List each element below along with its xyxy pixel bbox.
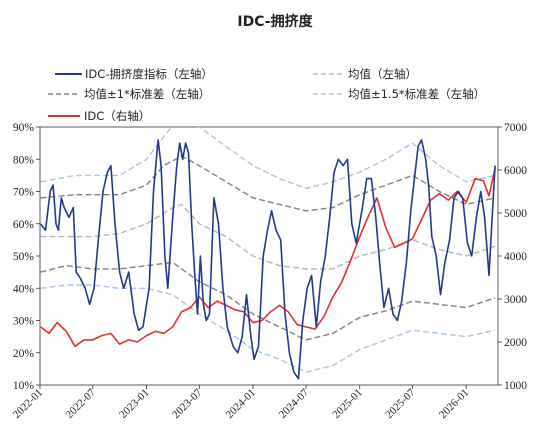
legend: IDC-拥挤度指标（左轴） 均值（左轴） 均值±1*标准差（左轴） 均值±1.5…	[48, 67, 485, 123]
legend-item-sd1: 均值±1*标准差（左轴）	[48, 87, 210, 101]
x-axis: 2022-01 2022-07 2023-01 2023-07 2024-01 2024-…	[11, 385, 471, 421]
series-layer	[40, 127, 496, 380]
left-tick-label: 40%	[13, 283, 35, 295]
x-tick-label: 2026-01	[437, 387, 471, 421]
x-tick-label: 2025-01	[330, 387, 364, 421]
legend-label-sd15: 均值±1.5*标准差（左轴）	[348, 87, 485, 101]
legend-item-mean: 均值（左轴）	[313, 67, 417, 81]
x-tick-label: 2024-01	[224, 387, 258, 421]
legend-item-crowding: IDC-拥挤度指标（左轴）	[55, 67, 213, 81]
sd15-lower-line	[40, 284, 496, 373]
sd1-lower-line	[40, 261, 496, 341]
x-tick-label: 2022-07	[64, 386, 99, 421]
legend-label-idc: IDC（右轴）	[84, 109, 150, 123]
right-tick-label: 5000	[504, 208, 527, 220]
crowding-line	[40, 139, 496, 380]
left-tick-label: 90%	[13, 122, 35, 134]
legend-item-idc: IDC（右轴）	[48, 109, 150, 123]
legend-label-mean: 均值（左轴）	[348, 67, 417, 81]
chart-title: IDC-拥挤度	[237, 13, 313, 30]
plot-area	[39, 126, 499, 386]
mean-line	[40, 203, 496, 270]
idc-line	[40, 167, 496, 348]
sd15-upper-line	[40, 127, 496, 189]
left-tick-label: 20%	[13, 348, 35, 360]
right-tick-label: 1000	[504, 380, 527, 392]
left-tick-label: 80%	[13, 154, 35, 166]
left-axis: 10% 20% 30% 40% 50% 60% 70% 80% 90%	[13, 122, 40, 392]
left-tick-label: 60%	[13, 219, 35, 231]
legend-label-crowding: IDC-拥挤度指标（左轴）	[85, 67, 213, 81]
left-tick-label: 10%	[13, 380, 35, 392]
right-tick-label: 7000	[504, 122, 527, 134]
x-tick-label: 2023-07	[170, 386, 205, 421]
x-tick-label: 2025-07	[383, 386, 418, 421]
right-tick-label: 6000	[504, 165, 527, 177]
left-tick-label: 30%	[13, 316, 35, 328]
left-tick-label: 50%	[13, 251, 35, 263]
right-tick-label: 2000	[504, 337, 527, 349]
right-tick-label: 4000	[504, 251, 527, 263]
legend-item-sd15: 均值±1.5*标准差（左轴）	[313, 87, 485, 101]
x-tick-label: 2023-01	[117, 387, 151, 421]
x-tick-label: 2024-07	[277, 386, 312, 421]
left-tick-label: 70%	[13, 187, 35, 199]
legend-label-sd1: 均值±1*标准差（左轴）	[84, 87, 210, 101]
right-tick-label: 3000	[504, 294, 527, 306]
right-axis: 1000 2000 3000 4000 5000 6000 7000	[498, 122, 527, 392]
sd1-upper-line	[40, 155, 496, 212]
